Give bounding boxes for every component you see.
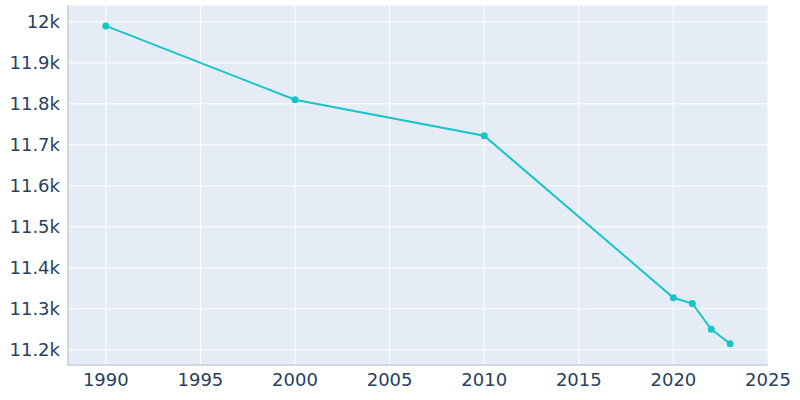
svg-text:2005: 2005	[367, 369, 413, 390]
svg-text:11.4k: 11.4k	[9, 257, 60, 278]
svg-text:2000: 2000	[272, 369, 318, 390]
svg-text:2025: 2025	[745, 369, 791, 390]
svg-text:2015: 2015	[556, 369, 602, 390]
svg-text:11.2k: 11.2k	[9, 339, 60, 360]
svg-text:1990: 1990	[83, 369, 129, 390]
svg-text:11.8k: 11.8k	[9, 93, 60, 114]
svg-text:2010: 2010	[461, 369, 507, 390]
svg-text:11.5k: 11.5k	[9, 216, 60, 237]
svg-text:2020: 2020	[650, 369, 696, 390]
svg-text:11.9k: 11.9k	[9, 52, 60, 73]
svg-text:12k: 12k	[27, 11, 61, 32]
svg-text:11.7k: 11.7k	[9, 134, 60, 155]
svg-text:1995: 1995	[178, 369, 224, 390]
svg-text:11.3k: 11.3k	[9, 298, 60, 319]
svg-text:11.6k: 11.6k	[9, 175, 60, 196]
